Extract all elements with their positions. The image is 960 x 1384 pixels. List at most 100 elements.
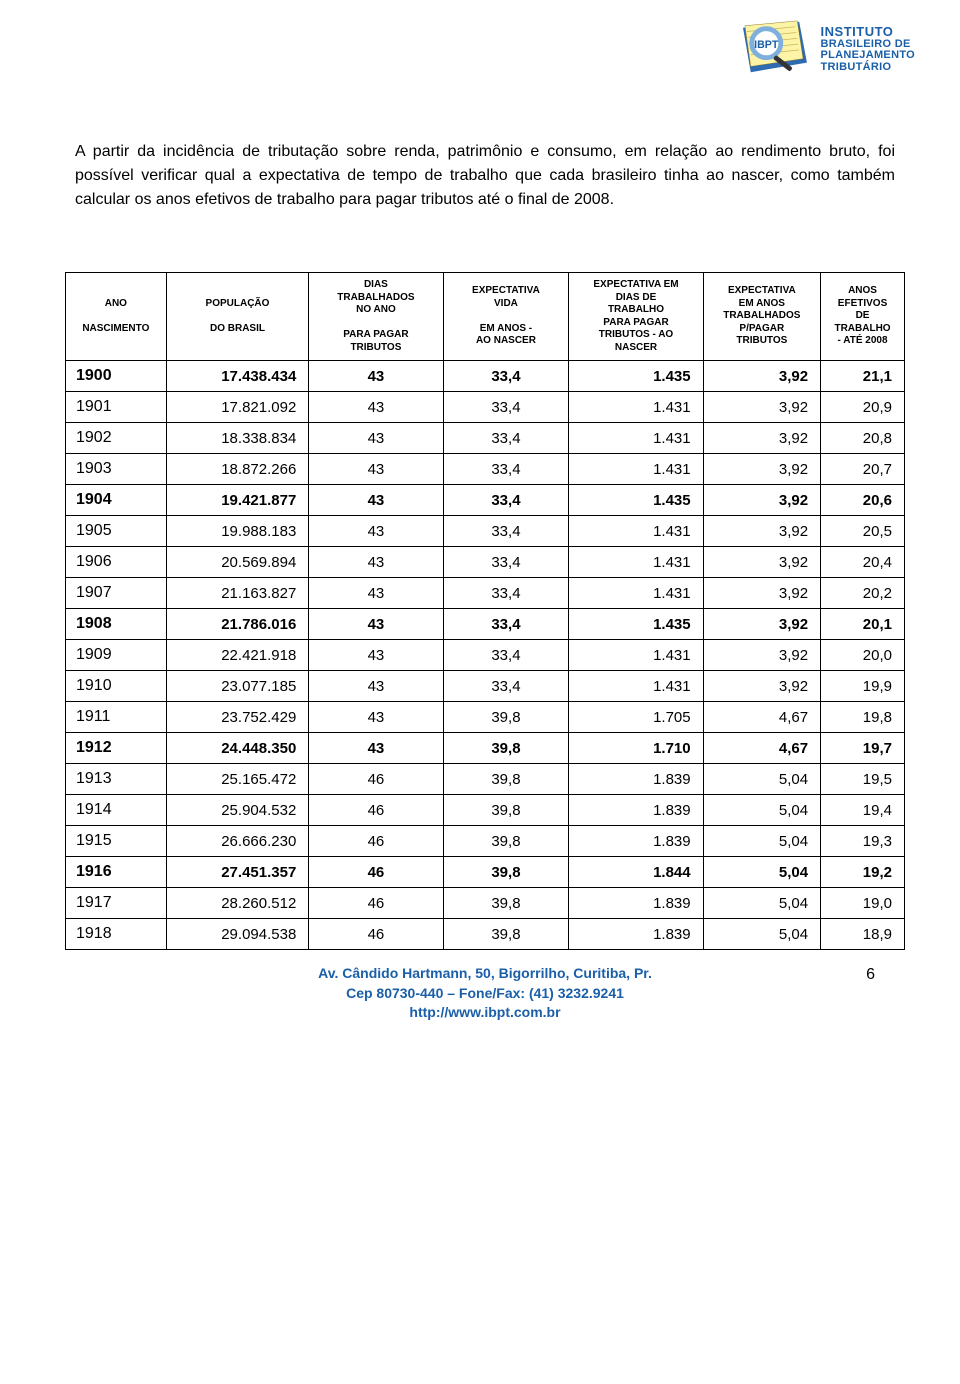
table-cell: 25.904.532: [166, 795, 309, 826]
table-row: 190117.821.0924333,41.4313,9220,9: [66, 392, 905, 423]
table-cell: 1.839: [569, 764, 703, 795]
page-number: 6: [866, 964, 875, 986]
table-cell: 19,0: [821, 888, 905, 919]
table-cell: 21.786.016: [166, 609, 309, 640]
table-cell: 1.431: [569, 516, 703, 547]
table-cell: 1.839: [569, 888, 703, 919]
table-row: 191829.094.5384639,81.8395,0418,9: [66, 919, 905, 950]
table-cell: 3,92: [703, 640, 820, 671]
table-cell: 3,92: [703, 609, 820, 640]
table-cell: 46: [309, 888, 443, 919]
table-row: 190318.872.2664333,41.4313,9220,7: [66, 454, 905, 485]
table-cell: 39,8: [443, 919, 569, 950]
table-cell: 5,04: [703, 795, 820, 826]
table-cell: 17.438.434: [166, 361, 309, 392]
table-cell: 20,9: [821, 392, 905, 423]
table-cell: 1.431: [569, 454, 703, 485]
th-anosefet: ANOSEFETIVOSDETRABALHO- ATÉ 2008: [821, 273, 905, 361]
table-row: 190721.163.8274333,41.4313,9220,2: [66, 578, 905, 609]
table-cell: 33,4: [443, 609, 569, 640]
table-cell: 1917: [66, 888, 167, 919]
table-cell: 1.435: [569, 485, 703, 516]
table-cell: 25.165.472: [166, 764, 309, 795]
table-row: 191627.451.3574639,81.8445,0419,2: [66, 857, 905, 888]
footer: 6 Av. Cândido Hartmann, 50, Bigorrilho, …: [65, 964, 905, 1023]
table-cell: 18.338.834: [166, 423, 309, 454]
table-cell: 1.435: [569, 361, 703, 392]
logo-acronym: IBPT: [754, 39, 779, 51]
table-cell: 1904: [66, 485, 167, 516]
table-cell: 33,4: [443, 547, 569, 578]
table-cell: 3,92: [703, 485, 820, 516]
table-cell: 43: [309, 609, 443, 640]
table-cell: 23.077.185: [166, 671, 309, 702]
table-row: 190419.421.8774333,41.4353,9220,6: [66, 485, 905, 516]
table-cell: 1908: [66, 609, 167, 640]
table-cell: 3,92: [703, 547, 820, 578]
table-cell: 33,4: [443, 578, 569, 609]
data-table: ANO NASCIMENTO POPULAÇÃO DO BRASIL DIAST…: [65, 272, 905, 950]
table-row: 191425.904.5324639,81.8395,0419,4: [66, 795, 905, 826]
table-row: 191526.666.2304639,81.8395,0419,3: [66, 826, 905, 857]
table-cell: 19,4: [821, 795, 905, 826]
table-cell: 21.163.827: [166, 578, 309, 609]
table-cell: 21,1: [821, 361, 905, 392]
table-cell: 39,8: [443, 733, 569, 764]
table-cell: 43: [309, 671, 443, 702]
table-row: 190620.569.8944333,41.4313,9220,4: [66, 547, 905, 578]
table-cell: 18.872.266: [166, 454, 309, 485]
table-cell: 1902: [66, 423, 167, 454]
table-cell: 20,0: [821, 640, 905, 671]
table-cell: 5,04: [703, 888, 820, 919]
table-cell: 29.094.538: [166, 919, 309, 950]
footer-link[interactable]: http://www.ibpt.com.br: [409, 1004, 560, 1020]
table-cell: 1918: [66, 919, 167, 950]
table-row: 190017.438.4344333,41.4353,9221,1: [66, 361, 905, 392]
table-cell: 39,8: [443, 857, 569, 888]
logo-line4: TRIBUTÁRIO: [821, 62, 915, 74]
logo-line1: INSTITUTO: [821, 25, 915, 39]
logo-line3: PLANEJAMENTO: [821, 50, 915, 62]
table-row: 191325.165.4724639,81.8395,0419,5: [66, 764, 905, 795]
footer-line1: Av. Cândido Hartmann, 50, Bigorrilho, Cu…: [65, 964, 905, 984]
table-cell: 20,7: [821, 454, 905, 485]
table-cell: 4,67: [703, 733, 820, 764]
table-cell: 18,9: [821, 919, 905, 950]
table-cell: 27.451.357: [166, 857, 309, 888]
table-cell: 1.710: [569, 733, 703, 764]
table-cell: 43: [309, 516, 443, 547]
table-cell: 5,04: [703, 764, 820, 795]
footer-line2: Cep 80730-440 – Fone/Fax: (41) 3232.9241: [65, 984, 905, 1004]
table-cell: 33,4: [443, 361, 569, 392]
table-cell: 43: [309, 640, 443, 671]
table-cell: 20,4: [821, 547, 905, 578]
table-cell: 17.821.092: [166, 392, 309, 423]
table-cell: 3,92: [703, 423, 820, 454]
table-cell: 1915: [66, 826, 167, 857]
table-cell: 3,92: [703, 454, 820, 485]
table-cell: 46: [309, 919, 443, 950]
table-cell: 1.839: [569, 919, 703, 950]
table-cell: 1916: [66, 857, 167, 888]
table-cell: 43: [309, 392, 443, 423]
table-cell: 5,04: [703, 857, 820, 888]
table-cell: 46: [309, 857, 443, 888]
table-cell: 1909: [66, 640, 167, 671]
table-cell: 23.752.429: [166, 702, 309, 733]
table-cell: 43: [309, 361, 443, 392]
table-cell: 43: [309, 547, 443, 578]
table-cell: 1.431: [569, 671, 703, 702]
table-cell: 1.844: [569, 857, 703, 888]
table-cell: 19.988.183: [166, 516, 309, 547]
table-cell: 28.260.512: [166, 888, 309, 919]
table-cell: 43: [309, 702, 443, 733]
table-cell: 19,9: [821, 671, 905, 702]
table-cell: 1911: [66, 702, 167, 733]
table-cell: 33,4: [443, 423, 569, 454]
table-cell: 19,3: [821, 826, 905, 857]
table-cell: 4,67: [703, 702, 820, 733]
table-cell: 1914: [66, 795, 167, 826]
logo-book-icon: IBPT: [735, 18, 813, 80]
table-cell: 1.705: [569, 702, 703, 733]
table-cell: 39,8: [443, 702, 569, 733]
